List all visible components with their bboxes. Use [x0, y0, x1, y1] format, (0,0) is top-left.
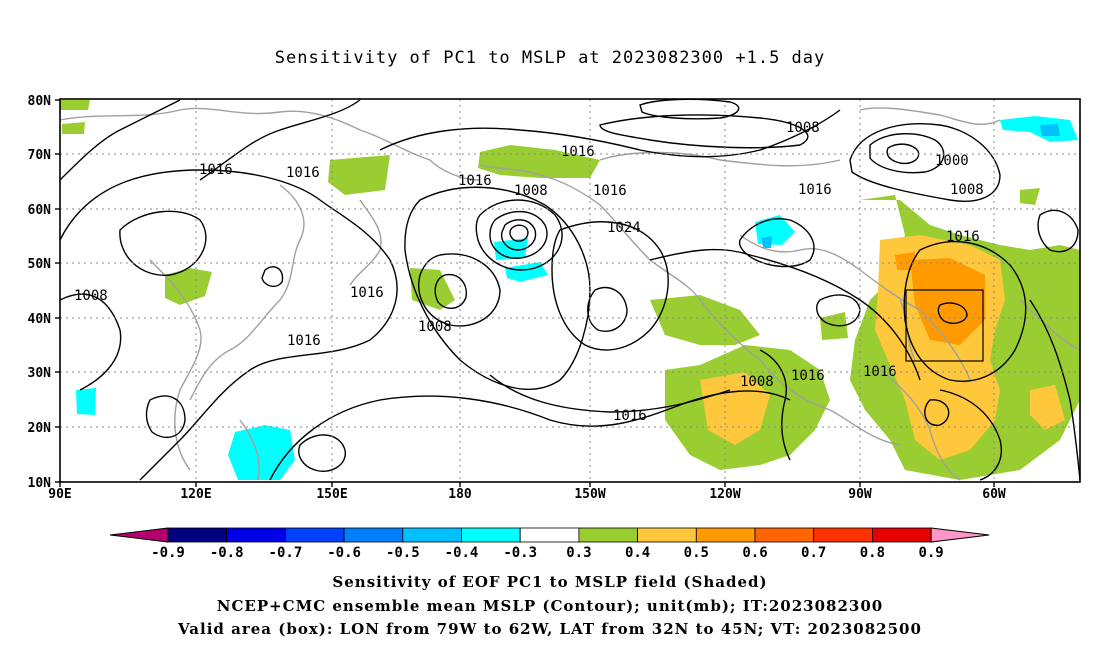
colorbar-label: -0.7 — [269, 545, 303, 561]
lat-label: 20N — [28, 421, 52, 436]
contour-label: 1016 — [350, 285, 384, 301]
colorbar-label: -0.6 — [327, 545, 361, 561]
shade-cyan-patch — [1040, 124, 1060, 136]
colorbar-segment — [284, 527, 345, 543]
map-title: Sensitivity of PC1 to MSLP at 2023082300… — [274, 48, 826, 68]
colorbar-label: 0.4 — [625, 545, 650, 561]
lat-label: 50N — [28, 257, 52, 272]
contour-label: 1016 — [458, 173, 492, 189]
shade-cyan-patch — [762, 236, 772, 248]
contour-label: 1016 — [791, 368, 825, 384]
colorbar-segment — [695, 527, 756, 543]
contour-label: 1016 — [593, 183, 627, 199]
colorbar-arrow-right — [930, 527, 990, 543]
contour-label: 1008 — [740, 374, 774, 390]
colorbar-segment — [402, 527, 462, 543]
colorbar-arrow-left — [109, 527, 169, 543]
colorbar-segment — [754, 527, 815, 543]
colorbar-segment — [637, 527, 697, 543]
contour-label: 1016 — [798, 182, 832, 198]
shade-cyan-patch — [228, 425, 295, 480]
lat-label: 70N — [28, 148, 52, 163]
colorbar-segment — [519, 527, 580, 543]
colorbar-label: 0.6 — [742, 545, 767, 561]
shade-cyan-patch — [1000, 116, 1078, 142]
shade-green-patch — [60, 100, 90, 110]
shade-orange-patch — [910, 258, 985, 345]
shade-green-patch — [165, 268, 212, 305]
axis-ticks — [55, 99, 995, 487]
lon-labels: 90E 120E 150E 180 150W 120W 90W 60W — [48, 487, 1006, 502]
colorbar-segment — [578, 527, 639, 543]
colorbar-label: 0.3 — [566, 545, 591, 561]
shade-orange-patch — [895, 252, 915, 270]
contour-label: 1016 — [561, 144, 595, 160]
contour-label: 1008 — [514, 183, 548, 199]
footer-line-3: Valid area (box): LON from 79W to 62W, L… — [178, 620, 922, 638]
mslp-contours — [59, 98, 1081, 481]
contour-label: 1000 — [935, 153, 969, 169]
contour-label: 1008 — [418, 319, 452, 335]
colorbar-label: -0.5 — [386, 545, 420, 561]
contour-label: 1024 — [607, 220, 641, 236]
lon-label: 60W — [982, 487, 1006, 502]
colorbar-label: 0.8 — [860, 545, 885, 561]
lon-label: 90E — [48, 487, 71, 502]
shade-green-patch — [650, 295, 760, 345]
lat-label: 80N — [28, 94, 52, 109]
contour-label: 1016 — [286, 165, 320, 181]
contour-labels: 1008 1016 1016 1016 1008 1016 1016 1024 … — [74, 120, 984, 424]
colorbar-label: 0.9 — [918, 545, 943, 561]
lat-labels: 80N 70N 60N 50N 40N 30N 20N 10N — [28, 94, 52, 491]
colorbar-label: -0.4 — [445, 545, 479, 561]
lat-label: 60N — [28, 203, 52, 218]
contour-label: 1016 — [287, 333, 321, 349]
contour-label: 1008 — [950, 182, 984, 198]
colorbar: -0.9 -0.8 -0.7 -0.6 -0.5 -0.4 -0.3 0.3 0.4 0.5 0.6… — [109, 527, 990, 561]
lon-label: 150E — [316, 487, 347, 502]
colorbar-segment — [167, 527, 228, 543]
lon-label: 120E — [180, 487, 211, 502]
contour-label: 1016 — [613, 408, 647, 424]
contour-label: 1016 — [199, 162, 233, 178]
valid-area-box — [905, 289, 984, 362]
lat-label: 40N — [28, 312, 52, 327]
contour-label: 1008 — [74, 288, 108, 304]
contour-label: 1008 — [786, 120, 820, 136]
colorbar-label: 0.7 — [801, 545, 826, 561]
lon-label: 120W — [709, 487, 740, 502]
shade-green-patch — [328, 155, 390, 195]
contour-label: 1016 — [863, 364, 897, 380]
grid-lines — [60, 99, 1080, 482]
colorbar-segment — [872, 527, 932, 543]
lon-label: 180 — [448, 487, 472, 502]
lat-label: 30N — [28, 366, 52, 381]
colorbar-segment — [343, 527, 404, 543]
footer-line-1: Sensitivity of EOF PC1 to MSLP field (Sh… — [332, 573, 768, 591]
lon-label: 150W — [574, 487, 605, 502]
colorbar-segment — [226, 527, 286, 543]
map-frame — [59, 98, 1081, 483]
colorbar-segment — [461, 527, 521, 543]
shade-yellow-patch — [1030, 385, 1065, 430]
lat-label: 10N — [28, 476, 52, 491]
footer-line-2: NCEP+CMC ensemble mean MSLP (Contour); u… — [216, 597, 884, 615]
shade-green-patch — [62, 122, 85, 134]
contour-label: 1016 — [946, 229, 980, 245]
colorbar-label: -0.3 — [503, 545, 537, 561]
shade-cyan-patch — [76, 388, 96, 415]
colorbar-segment — [813, 527, 873, 543]
colorbar-label: -0.9 — [151, 545, 185, 561]
coastlines — [59, 107, 1081, 481]
colorbar-label: -0.8 — [210, 545, 244, 561]
colorbar-label: 0.5 — [684, 545, 709, 561]
lon-label: 90W — [848, 487, 872, 502]
shade-green-patch — [1020, 188, 1040, 205]
